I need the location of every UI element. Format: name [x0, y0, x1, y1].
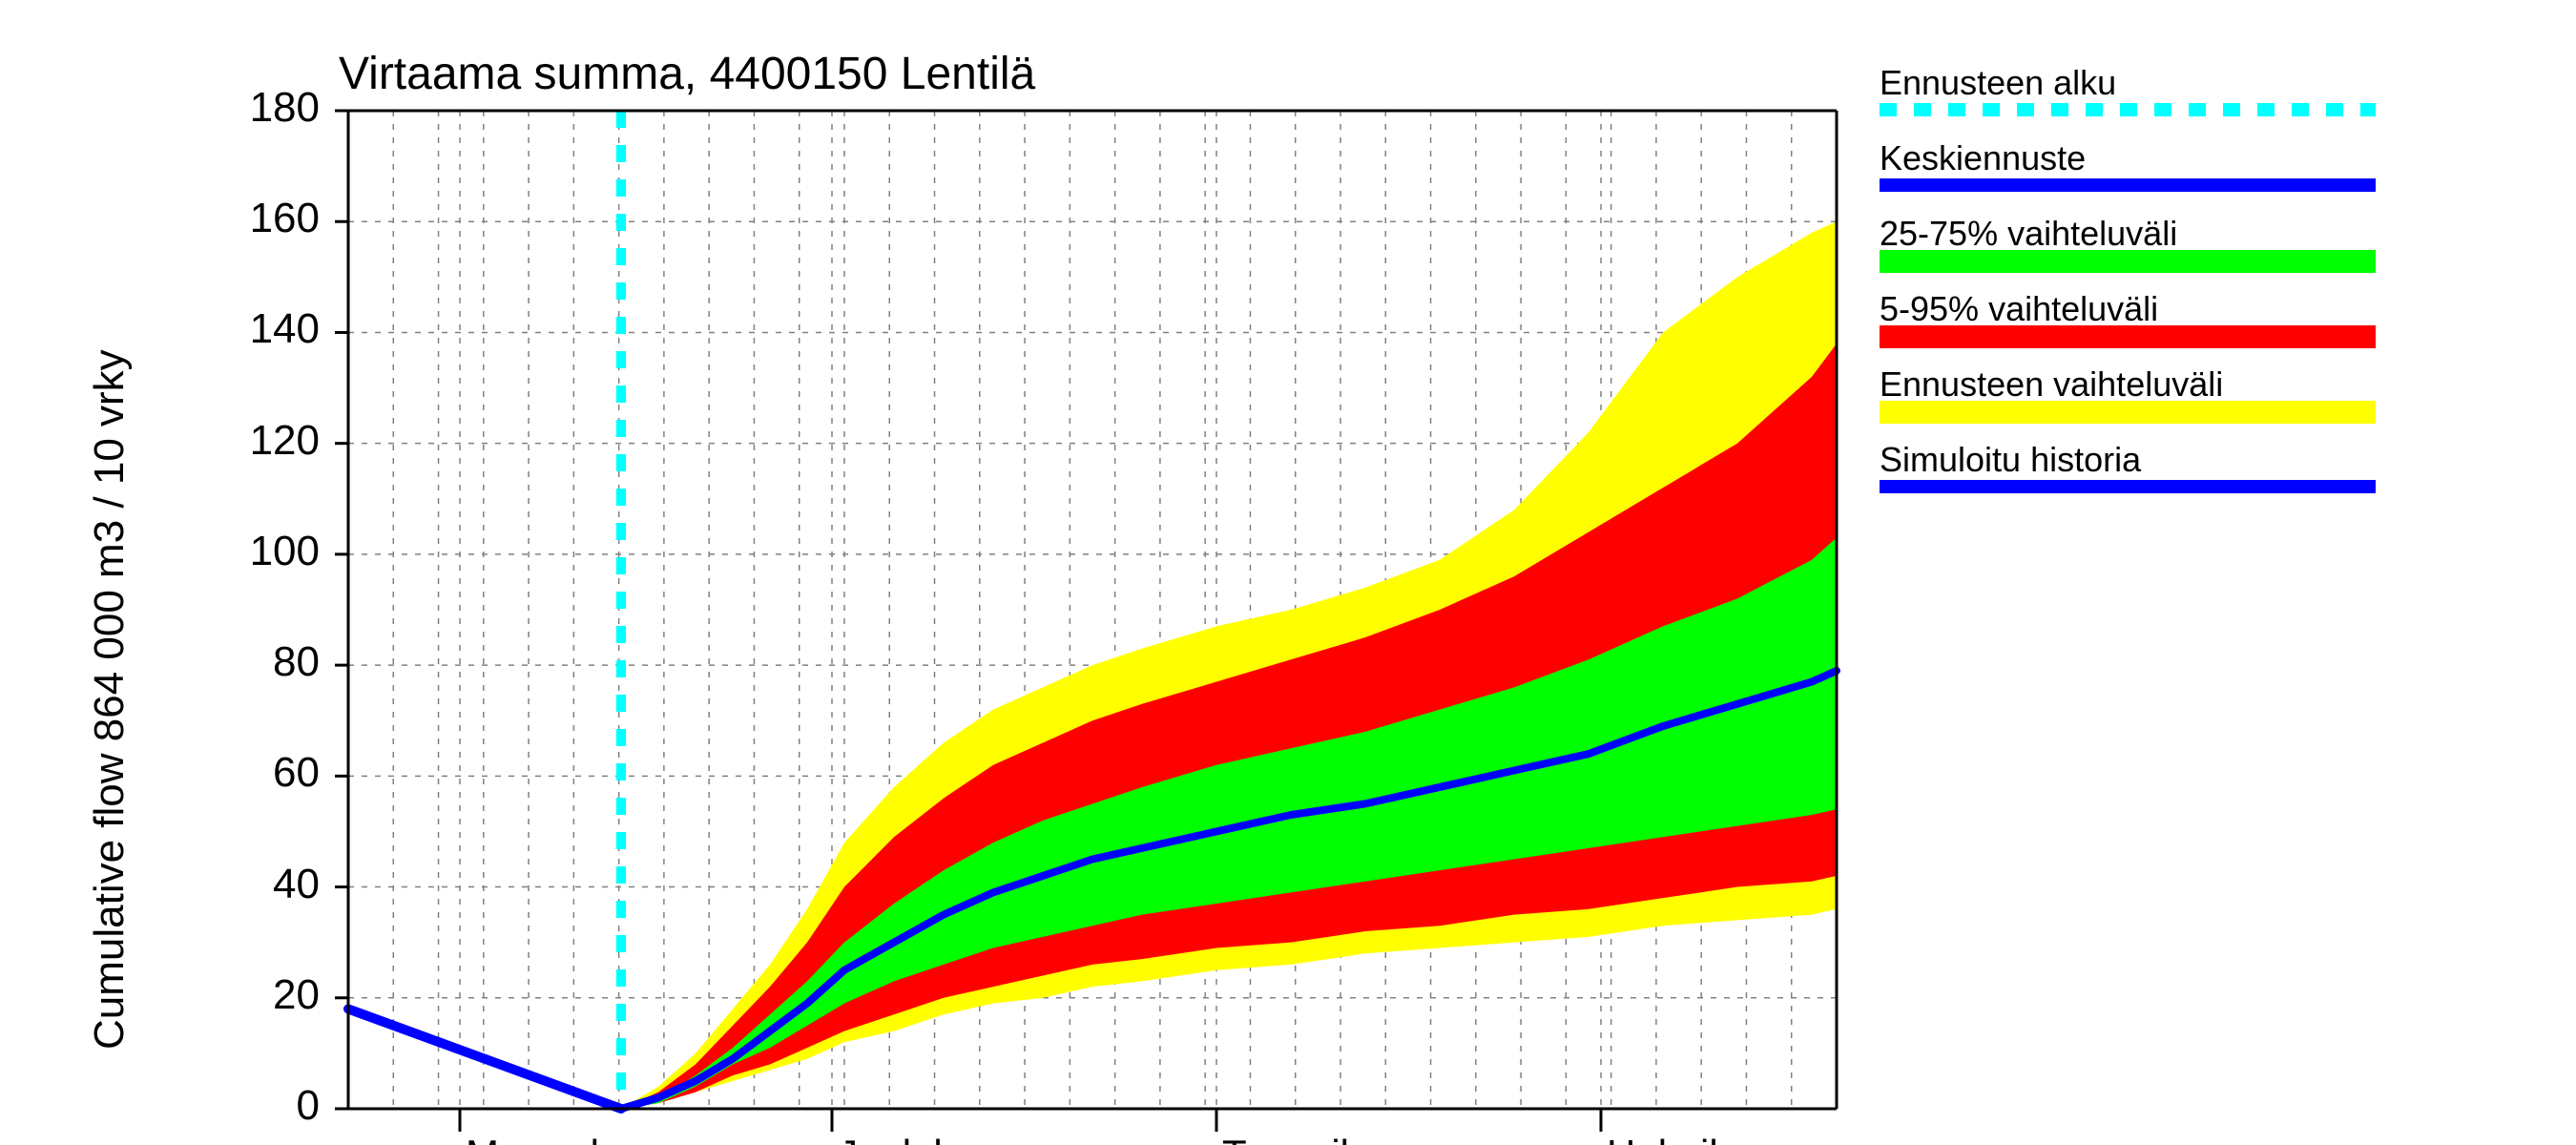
y-tick-label: 140	[196, 305, 320, 353]
legend-swatch	[1880, 325, 2376, 348]
legend-swatch	[1880, 178, 2376, 192]
y-tick-label: 180	[196, 84, 320, 132]
x-tick-label-line1: Tammikuu	[1222, 1132, 1404, 1145]
y-tick-label: 0	[196, 1082, 320, 1130]
legend-swatch	[1880, 250, 2376, 273]
legend-label: 5-95% vaihteluväli	[1880, 289, 2158, 329]
legend-item: 25-75% vaihteluväli	[1880, 214, 2376, 289]
y-tick-label: 160	[196, 195, 320, 242]
y-tick-label: 60	[196, 749, 320, 797]
legend-label: Keskiennuste	[1880, 138, 2086, 178]
y-axis-label: Cumulative flow 864 000 m3 / 10 vrky	[86, 349, 134, 1050]
legend-item: Ennusteen alku	[1880, 63, 2376, 138]
y-tick-label: 20	[196, 971, 320, 1019]
legend-item: Keskiennuste	[1880, 138, 2376, 214]
x-tick-label-line1: Marraskuu	[466, 1132, 654, 1145]
x-tick-label-line1: Helmikuu	[1607, 1132, 1774, 1145]
legend-item: 5-95% vaihteluväli	[1880, 289, 2376, 364]
legend-swatch	[1880, 401, 2376, 424]
y-tick-label: 100	[196, 528, 320, 575]
y-tick-label: 80	[196, 638, 320, 686]
legend: Ennusteen alku Keskiennuste 25-75% vaihtel…	[1880, 63, 2376, 515]
x-tick-label-line1: Joulukuu	[838, 1132, 998, 1145]
y-tick-label: 40	[196, 861, 320, 908]
legend-label: Simuloitu historia	[1880, 440, 2141, 480]
y-tick-label: 120	[196, 417, 320, 465]
legend-swatch	[1880, 103, 2376, 116]
legend-label: Ennusteen vaihteluväli	[1880, 364, 2223, 405]
legend-swatch	[1880, 480, 2376, 493]
chart-plot	[329, 107, 1840, 1143]
legend-item: Simuloitu historia	[1880, 440, 2376, 515]
legend-label: 25-75% vaihteluväli	[1880, 214, 2177, 254]
chart-title: Virtaama summa, 4400150 Lentilä	[339, 48, 1035, 100]
legend-item: Ennusteen vaihteluväli	[1880, 364, 2376, 440]
legend-label: Ennusteen alku	[1880, 63, 2116, 103]
